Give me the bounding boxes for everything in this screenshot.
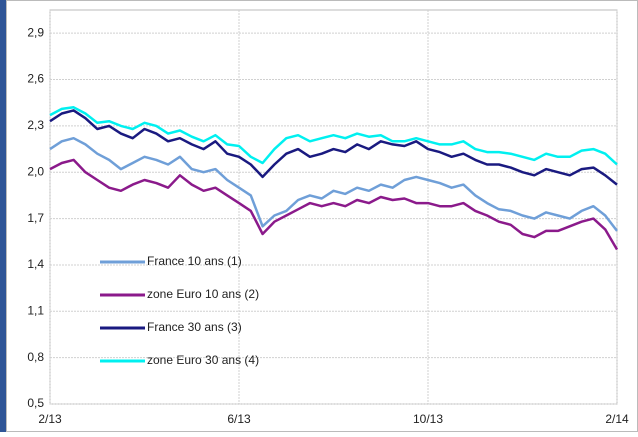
- y-tick-label: 1,7: [27, 211, 44, 225]
- legend-label: France 10 ans (1): [147, 254, 242, 268]
- legend-label: zone Euro 30 ans (4): [147, 353, 259, 367]
- y-tick-label: 1,1: [27, 303, 44, 317]
- series-line: [49, 136, 618, 232]
- legend-label: France 30 ans (3): [147, 320, 242, 334]
- y-tick-label: 2,0: [27, 164, 44, 178]
- x-tick-label: 2/14: [605, 412, 629, 426]
- y-tick-label: 2,9: [27, 25, 44, 39]
- side-bar: [0, 0, 6, 432]
- y-tick-label: 2,6: [27, 72, 44, 86]
- y-tick-label: 0,5: [27, 396, 44, 410]
- legend-label: zone Euro 10 ans (2): [147, 287, 259, 301]
- y-tick-label: 1,4: [27, 257, 44, 271]
- x-tick-label: 6/13: [227, 412, 251, 426]
- series-line: [49, 158, 619, 251]
- y-tick-label: 2,3: [27, 118, 44, 132]
- x-tick-label: 10/13: [413, 412, 443, 426]
- series-line: [49, 109, 618, 186]
- series-line: [49, 106, 618, 166]
- y-tick-label: 0,8: [27, 350, 44, 364]
- x-tick-label: 2/13: [38, 412, 62, 426]
